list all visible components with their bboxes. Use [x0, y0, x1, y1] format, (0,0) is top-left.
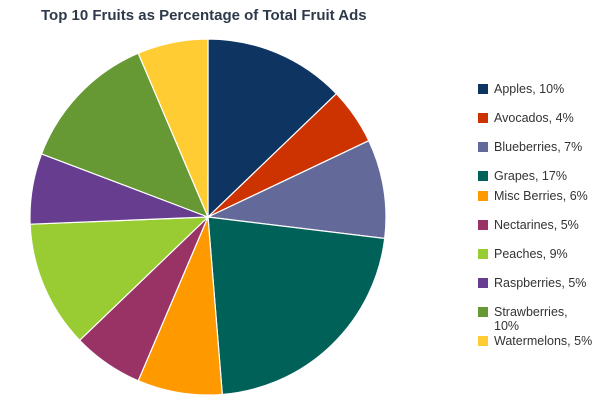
legend-label: Nectarines, 5%: [494, 218, 579, 232]
legend-label: Peaches, 9%: [494, 247, 568, 261]
legend-swatch: [478, 191, 488, 201]
legend-swatch: [478, 336, 488, 346]
legend-label: Apples, 10%: [494, 82, 565, 96]
legend-swatch: [478, 307, 488, 317]
pie-slice-strawberries: [40, 52, 210, 219]
legend-swatch: [478, 220, 488, 230]
pie-slice-peaches: [29, 216, 210, 342]
legend-label: Avocados, 4%: [494, 111, 574, 125]
legend-swatch: [478, 249, 488, 259]
pie-slice-blueberries: [205, 139, 387, 240]
pie-slice-apples: [207, 38, 338, 219]
legend-swatch: [478, 84, 488, 94]
legend-label: Strawberries, 10%: [494, 305, 568, 333]
legend-label: Raspberries, 5%: [494, 276, 587, 290]
legend-label: Watermelons, 5%: [494, 334, 593, 348]
legend-label: Grapes, 17%: [494, 169, 567, 183]
pie-slice-watermelons: [137, 38, 209, 218]
legend-swatch: [478, 171, 488, 181]
legend-swatch: [478, 113, 488, 123]
legend-swatch: [478, 278, 488, 288]
pie-slice-grapes: [207, 216, 386, 396]
legend-label: Blueberries, 7%: [494, 140, 583, 154]
legend-swatch: [478, 142, 488, 152]
chart-title: Top 10 Fruits as Percentage of Total Fru…: [41, 7, 367, 24]
legend-label: Misc Berries, 6%: [494, 189, 588, 203]
